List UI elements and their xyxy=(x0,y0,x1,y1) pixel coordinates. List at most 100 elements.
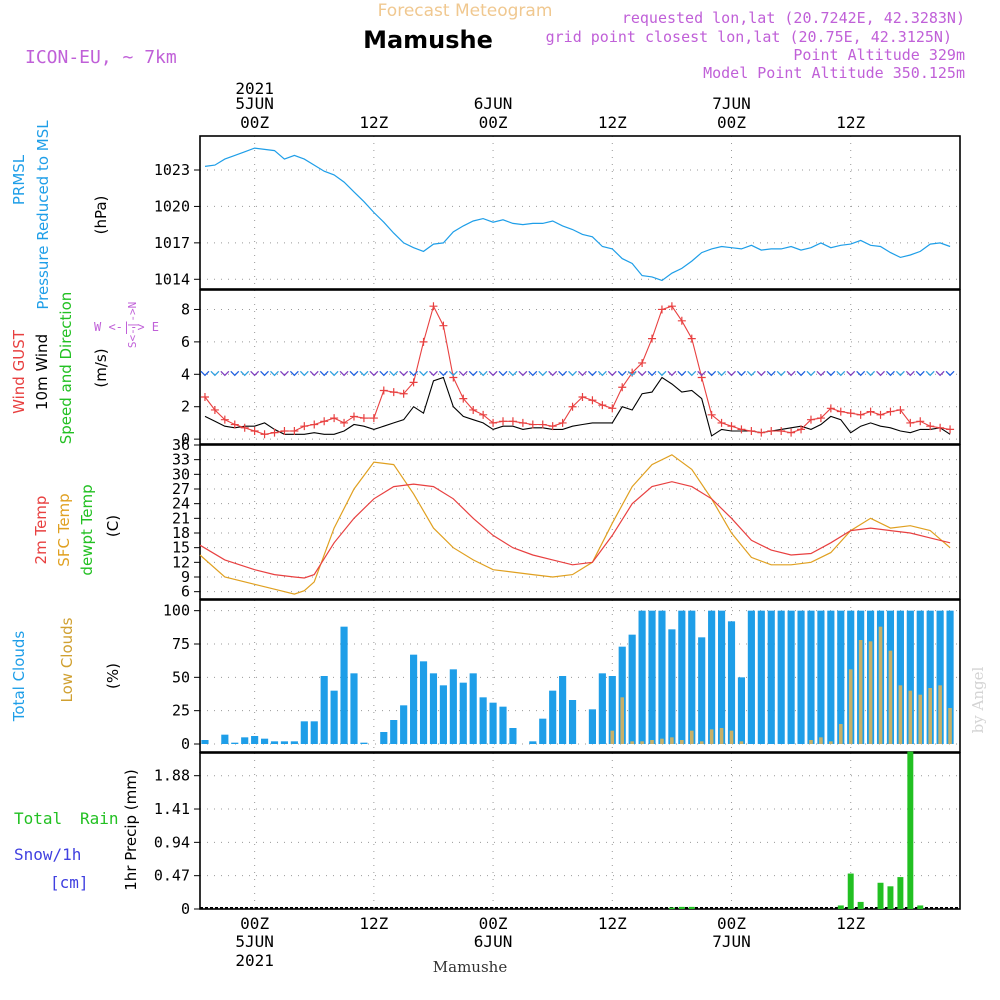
temp-label-2: SFC Temp xyxy=(55,493,73,566)
pressure-line xyxy=(204,147,951,282)
rain-bar xyxy=(917,905,924,909)
gust-marker xyxy=(240,423,249,432)
y-tick-label: 33 xyxy=(172,451,190,469)
total-cloud-bar xyxy=(916,610,924,744)
total-cloud-bar xyxy=(231,742,239,744)
low-cloud-bar xyxy=(719,728,724,744)
low-cloud-bar xyxy=(908,690,913,744)
y-tick-label: 30 xyxy=(172,465,190,483)
low-cloud-bar xyxy=(699,741,704,744)
wind-label-3: Speed and Direction xyxy=(57,292,75,445)
wind-direction-arrow xyxy=(498,370,508,377)
total-cloud-bar xyxy=(787,610,795,744)
y-tick-label: 12 xyxy=(172,553,190,571)
wind-labels: Wind GUST 10m Wind Speed and Direction (… xyxy=(10,292,159,445)
total-cloud-bar xyxy=(628,634,636,744)
watermark: by Angel xyxy=(969,666,987,733)
bottom-year-label: 2021 xyxy=(235,951,274,970)
gust-marker xyxy=(826,404,835,413)
y-tick-label: 1.41 xyxy=(154,800,190,818)
gust-marker xyxy=(330,414,339,423)
wind-label-2: 10m Wind xyxy=(33,334,51,410)
wind-direction-arrow xyxy=(578,370,587,377)
pressure-label-1: PRMSL xyxy=(10,154,28,205)
wind-direction-arrow xyxy=(548,370,558,377)
wind-direction-arrow xyxy=(885,370,895,377)
total-cloud-bar xyxy=(449,669,457,744)
total-cloud-bar xyxy=(469,673,477,744)
gust-marker xyxy=(538,420,547,429)
rain-bar xyxy=(887,886,894,909)
gust-marker xyxy=(856,410,865,419)
compass-we: W <-|-> E xyxy=(94,320,159,334)
top-day-label: 7JUN xyxy=(712,94,751,113)
clouds-panel: 0 25 50 75 100 xyxy=(163,599,961,753)
wind-direction-arrow xyxy=(220,370,230,377)
t2m-line xyxy=(199,481,951,579)
y-tick-label: 1017 xyxy=(154,234,190,252)
total-cloud-bar xyxy=(688,610,696,744)
total-cloud-bar xyxy=(251,736,259,744)
point-altitude: Point Altitude 329m xyxy=(793,46,965,64)
total-cloud-bar xyxy=(419,661,428,744)
precip-label-snow: Snow/1h xyxy=(14,845,81,864)
gust-marker xyxy=(439,321,448,330)
top-time-label: 00Z xyxy=(717,113,746,132)
cloud-labels: Total Clouds Low Clouds (%) xyxy=(10,617,122,722)
y-tick-label: 1020 xyxy=(154,197,190,215)
wind-gust-line xyxy=(204,304,951,435)
wind-direction-arrow xyxy=(488,370,498,377)
low-cloud-bar xyxy=(670,737,674,744)
total-cloud-bar xyxy=(340,626,348,744)
gridpoint-coords: grid point closest lon,lat (20.75E, 42.3… xyxy=(546,28,952,46)
total-cloud-bar xyxy=(658,610,666,744)
y-tick-label: 75 xyxy=(172,635,190,653)
gust-marker xyxy=(508,417,517,426)
gust-marker xyxy=(806,415,815,424)
cloud-label-1: Total Clouds xyxy=(10,631,28,723)
total-cloud-bar xyxy=(400,705,408,744)
total-cloud-bar xyxy=(648,610,656,744)
wind-direction-arrow xyxy=(756,370,766,377)
y-tick-label: 1023 xyxy=(154,161,190,179)
total-cloud-bar xyxy=(499,706,507,744)
total-cloud-bar xyxy=(926,610,934,744)
chart-subtitle: Forecast Meteogram xyxy=(378,1,553,21)
requested-coords: requested lon,lat (20.7242E, 42.3283N) xyxy=(622,9,965,27)
total-cloud-bar xyxy=(698,637,706,744)
y-tick-label: 2 xyxy=(181,398,190,416)
gust-marker xyxy=(886,407,895,416)
top-time-label: 00Z xyxy=(479,113,508,132)
total-cloud-bar xyxy=(767,610,775,744)
total-cloud-bar xyxy=(807,610,815,744)
y-tick-label: 27 xyxy=(172,480,190,498)
gust-marker xyxy=(419,337,428,346)
rain-bar xyxy=(897,877,904,909)
low-cloud-bar xyxy=(829,741,833,744)
gust-marker xyxy=(588,396,597,405)
gust-marker xyxy=(469,405,478,414)
wind-direction-arrow xyxy=(786,370,796,377)
rain-bar xyxy=(847,873,854,909)
low-cloud-bar xyxy=(610,730,615,744)
low-cloud-bar xyxy=(888,650,893,744)
wind-direction-arrow xyxy=(369,370,379,377)
y-tick-label: 1014 xyxy=(154,270,190,288)
gust-marker xyxy=(787,428,796,437)
gust-marker xyxy=(300,422,309,431)
gust-marker xyxy=(936,423,945,432)
gust-marker xyxy=(210,405,219,414)
total-cloud-bar xyxy=(459,682,467,744)
gust-marker xyxy=(200,392,209,401)
low-cloud-bar xyxy=(838,724,843,744)
gust-marker xyxy=(777,427,786,436)
wind-direction-arrow xyxy=(806,370,816,377)
gust-marker xyxy=(608,404,617,413)
low-cloud-bar xyxy=(650,740,654,744)
total-cloud-bar xyxy=(747,610,755,744)
wind-direction-arrow xyxy=(617,370,627,377)
wind-panel: 0 2 4 6 8 xyxy=(181,289,961,448)
wind-direction-arrow xyxy=(935,370,945,377)
